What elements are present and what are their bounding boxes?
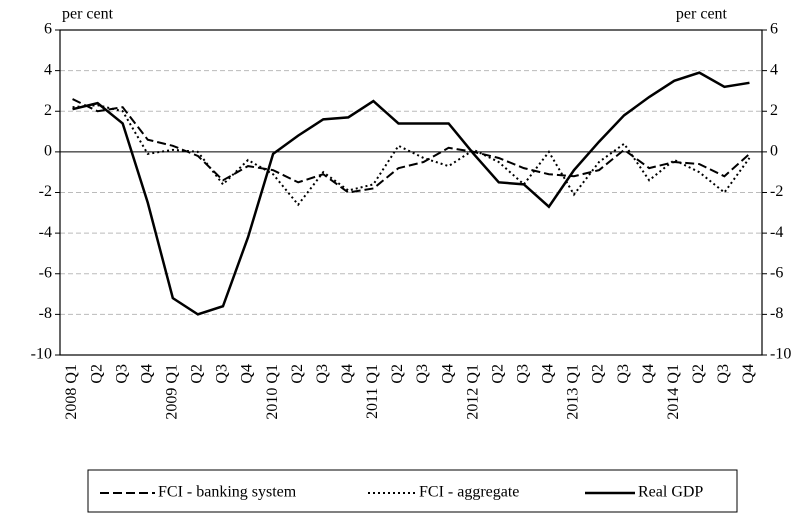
y2-tick-label: 0 (770, 143, 778, 160)
x-tick-label: Q2 (88, 364, 105, 384)
x-tick-label: Q2 (690, 364, 707, 384)
x-tick-label: Q2 (389, 364, 406, 384)
x-tick-label: Q4 (640, 364, 657, 384)
y-axis-label: per cent (62, 6, 114, 23)
y-tick-label: -6 (39, 264, 52, 281)
x-tick-label: Q4 (540, 364, 557, 384)
y-tick-label: -10 (31, 346, 52, 363)
y2-tick-label: -6 (770, 264, 783, 281)
x-tick-label: 2008 Q1 (63, 364, 80, 420)
x-tick-label: 2013 Q1 (565, 364, 582, 420)
legend-label: FCI - banking system (158, 484, 297, 501)
y-tick-label: 0 (44, 143, 52, 160)
x-tick-label: 2014 Q1 (665, 364, 682, 420)
x-tick-label: Q4 (439, 364, 456, 384)
x-tick-label: Q3 (615, 364, 632, 384)
x-tick-label: Q3 (314, 364, 331, 384)
x-tick-label: Q2 (489, 364, 506, 384)
series-line (72, 71, 750, 316)
x-tick-label: Q2 (590, 364, 607, 384)
x-tick-label: Q4 (138, 364, 155, 384)
plot-frame (59, 29, 763, 356)
x-tick-label: Q3 (414, 364, 431, 384)
y2-tick-label: 6 (770, 21, 778, 38)
y2-tick-label: -10 (770, 346, 791, 363)
x-tick-label: Q4 (239, 364, 256, 384)
y-tick-label: -4 (39, 224, 52, 241)
x-tick-label: Q4 (339, 364, 356, 384)
x-tick-label: 2011 Q1 (364, 364, 381, 419)
x-tick-label: 2009 Q1 (163, 364, 180, 420)
x-tick-label: 2010 Q1 (264, 364, 281, 420)
x-tick-label: Q3 (715, 364, 732, 384)
x-tick-label: Q4 (740, 364, 757, 384)
x-tick-label: Q2 (289, 364, 306, 384)
y-tick-label: -2 (39, 183, 52, 200)
y-tick-label: 2 (44, 102, 52, 119)
legend-label: FCI - aggregate (419, 484, 519, 501)
y2-tick-label: 2 (770, 102, 778, 119)
legend-box (87, 469, 738, 513)
x-tick-label: Q3 (214, 364, 231, 384)
y2-tick-label: -2 (770, 183, 783, 200)
y2-tick-label: 4 (770, 61, 778, 78)
y-tick-label: -8 (39, 305, 52, 322)
x-tick-label: Q3 (514, 364, 531, 384)
y2-axis-label: per cent (676, 6, 728, 23)
x-tick-label: Q3 (113, 364, 130, 384)
series-line (72, 98, 751, 194)
x-tick-label: 2012 Q1 (464, 364, 481, 420)
y2-tick-label: -4 (770, 224, 783, 241)
x-tick-label: Q2 (189, 364, 206, 384)
y2-tick-label: -8 (770, 305, 783, 322)
y-tick-label: 4 (44, 61, 52, 78)
y-tick-label: 6 (44, 21, 52, 38)
legend-label: Real GDP (638, 484, 703, 501)
